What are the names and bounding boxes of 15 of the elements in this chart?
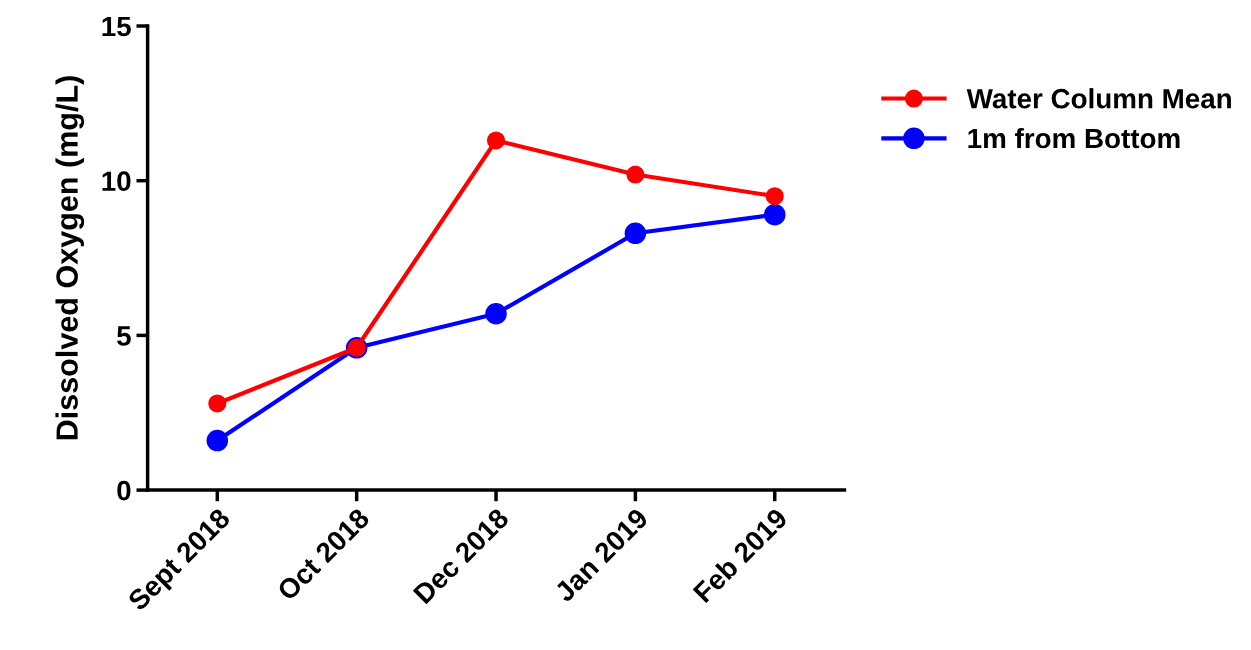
point xyxy=(763,203,786,226)
point xyxy=(626,165,645,184)
y-tick-label: 10 xyxy=(102,171,131,192)
y-tick-label: 0 xyxy=(117,480,131,501)
point xyxy=(206,429,229,452)
legend-label: Water Column Mean xyxy=(966,88,1231,109)
point xyxy=(486,131,506,150)
point xyxy=(624,222,647,245)
y-tick-label: 15 xyxy=(102,16,131,37)
point xyxy=(765,187,784,206)
point xyxy=(208,394,227,413)
legend-label: 1m from Bottom xyxy=(968,127,1180,149)
y-tick-label: 5 xyxy=(117,326,131,346)
point xyxy=(485,302,507,325)
y-axis-title: Dissolved Oxygen (mg/L) xyxy=(55,76,85,440)
